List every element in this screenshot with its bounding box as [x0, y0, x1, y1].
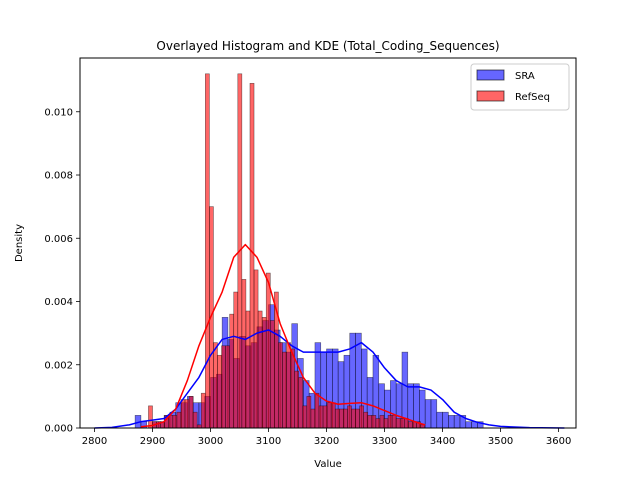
histogram-bar — [453, 415, 461, 429]
histogram-bar — [306, 396, 312, 429]
histogram-bar — [351, 408, 356, 429]
histogram-bar — [465, 421, 472, 429]
x-tick-label: 3600 — [546, 436, 571, 447]
chart-title: Overlayed Histogram and KDE (Total_Codin… — [156, 39, 499, 53]
histogram-bar — [436, 411, 443, 429]
histogram-bar — [269, 320, 275, 429]
y-tick-label: 0.010 — [44, 107, 73, 118]
histogram-bar — [229, 313, 235, 429]
legend: SRA RefSeq — [470, 63, 570, 111]
histogram-bar — [298, 377, 304, 429]
histogram-bar — [241, 279, 247, 429]
histogram-bar — [359, 405, 364, 429]
x-axis: 2800 2900 3000 3100 3200 3300 3400 3500 3600 — [82, 428, 571, 447]
histogram-bar — [217, 354, 222, 429]
y-tick-label: 0.006 — [44, 234, 73, 245]
histogram-bar — [221, 345, 226, 429]
x-axis-label: Value — [314, 459, 341, 470]
y-tick-label: 0.000 — [44, 424, 73, 435]
histogram-bar — [379, 415, 385, 429]
histogram-bar — [399, 418, 405, 429]
histogram-bar — [302, 405, 308, 429]
histogram-bar — [401, 351, 409, 429]
histogram-bar — [213, 342, 218, 429]
histogram-bar — [375, 418, 381, 429]
histogram-bar — [363, 411, 369, 429]
histogram-bar — [282, 351, 287, 429]
histogram-bar — [257, 310, 263, 429]
histogram-bar — [249, 82, 255, 429]
histogram-bar — [245, 310, 251, 429]
histogram-bar — [314, 392, 320, 429]
x-tick-label: 2900 — [140, 436, 165, 447]
y-axis: 0.000 0.002 0.004 0.006 0.008 0.010 — [44, 107, 80, 435]
x-tick-label: 3300 — [372, 436, 397, 447]
x-tick-label: 3100 — [256, 436, 281, 447]
histogram-bar — [395, 418, 401, 429]
histogram-bar — [294, 370, 300, 429]
x-tick-label: 2800 — [82, 436, 107, 447]
histogram-bar — [168, 415, 174, 429]
histogram-bar — [233, 291, 239, 429]
histogram-bar — [172, 415, 178, 429]
histogram-bar — [188, 396, 194, 429]
legend-label-refseq: RefSeq — [515, 92, 550, 103]
histogram-bar — [403, 418, 409, 429]
histogram-bar — [278, 342, 283, 429]
histogram-bar — [367, 415, 373, 429]
histogram-bar — [205, 73, 210, 429]
histogram-bar — [286, 342, 291, 429]
histogram-bar — [334, 408, 340, 429]
legend-swatch-refseq — [476, 90, 505, 102]
histogram-bar — [391, 415, 397, 429]
histogram-bar — [383, 418, 389, 429]
y-axis-label: Density — [14, 224, 25, 262]
kde-line-refseq — [140, 243, 426, 428]
histogram-bar — [448, 415, 455, 429]
histogram-bar — [180, 399, 186, 429]
legend-label-sra: SRA — [515, 71, 535, 82]
histogram-bar — [343, 408, 348, 429]
histogram-bar — [310, 408, 316, 429]
histogram-bar — [424, 399, 432, 429]
x-tick-label: 3000 — [198, 436, 223, 447]
histogram-bar — [442, 411, 449, 429]
histogram-bar — [387, 415, 393, 429]
x-tick-label: 3200 — [314, 436, 339, 447]
histogram-bar — [225, 345, 230, 429]
histogram-bar — [408, 421, 413, 429]
histogram-bar — [148, 405, 153, 429]
histogram-bar — [339, 408, 344, 429]
histogram-bar — [318, 405, 324, 429]
histogram-bar — [290, 348, 295, 429]
histogram-bar — [200, 392, 206, 429]
histogram-bar — [355, 408, 360, 429]
y-tick-label: 0.002 — [44, 360, 73, 371]
histogram-bar — [326, 402, 332, 429]
histogram-bar — [347, 405, 352, 429]
legend-swatch-sra — [476, 69, 505, 81]
y-tick-label: 0.008 — [44, 171, 73, 182]
histogram-bar — [430, 399, 438, 429]
histogram-bar — [322, 405, 328, 429]
y-tick-label: 0.004 — [44, 297, 73, 308]
histogram-bar — [330, 402, 336, 429]
histogram-bar — [184, 399, 190, 429]
x-tick-label: 3400 — [430, 436, 455, 447]
histogram-bar — [371, 415, 377, 429]
histogram-bar — [265, 272, 271, 429]
axes-frame — [79, 57, 577, 429]
histogram-bar — [176, 411, 182, 429]
histogram-bar — [192, 411, 198, 429]
histogram-bar — [261, 317, 267, 429]
x-tick-label: 3500 — [488, 436, 513, 447]
histogram-bar — [253, 269, 259, 429]
